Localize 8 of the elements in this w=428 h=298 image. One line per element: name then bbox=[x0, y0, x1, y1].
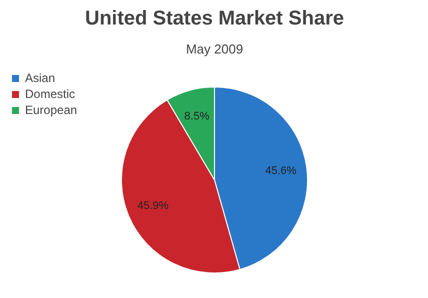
legend-label: Asian bbox=[25, 71, 56, 85]
legend-label: European bbox=[25, 103, 78, 117]
data-label: 45.6% bbox=[265, 164, 297, 177]
data-label: 8.5% bbox=[184, 110, 210, 123]
chart-title: United States Market Share bbox=[85, 8, 344, 30]
chart-subtitle: May 2009 bbox=[186, 42, 244, 56]
data-label: 45.9% bbox=[137, 200, 169, 212]
legend-label: Domestic bbox=[25, 87, 76, 101]
